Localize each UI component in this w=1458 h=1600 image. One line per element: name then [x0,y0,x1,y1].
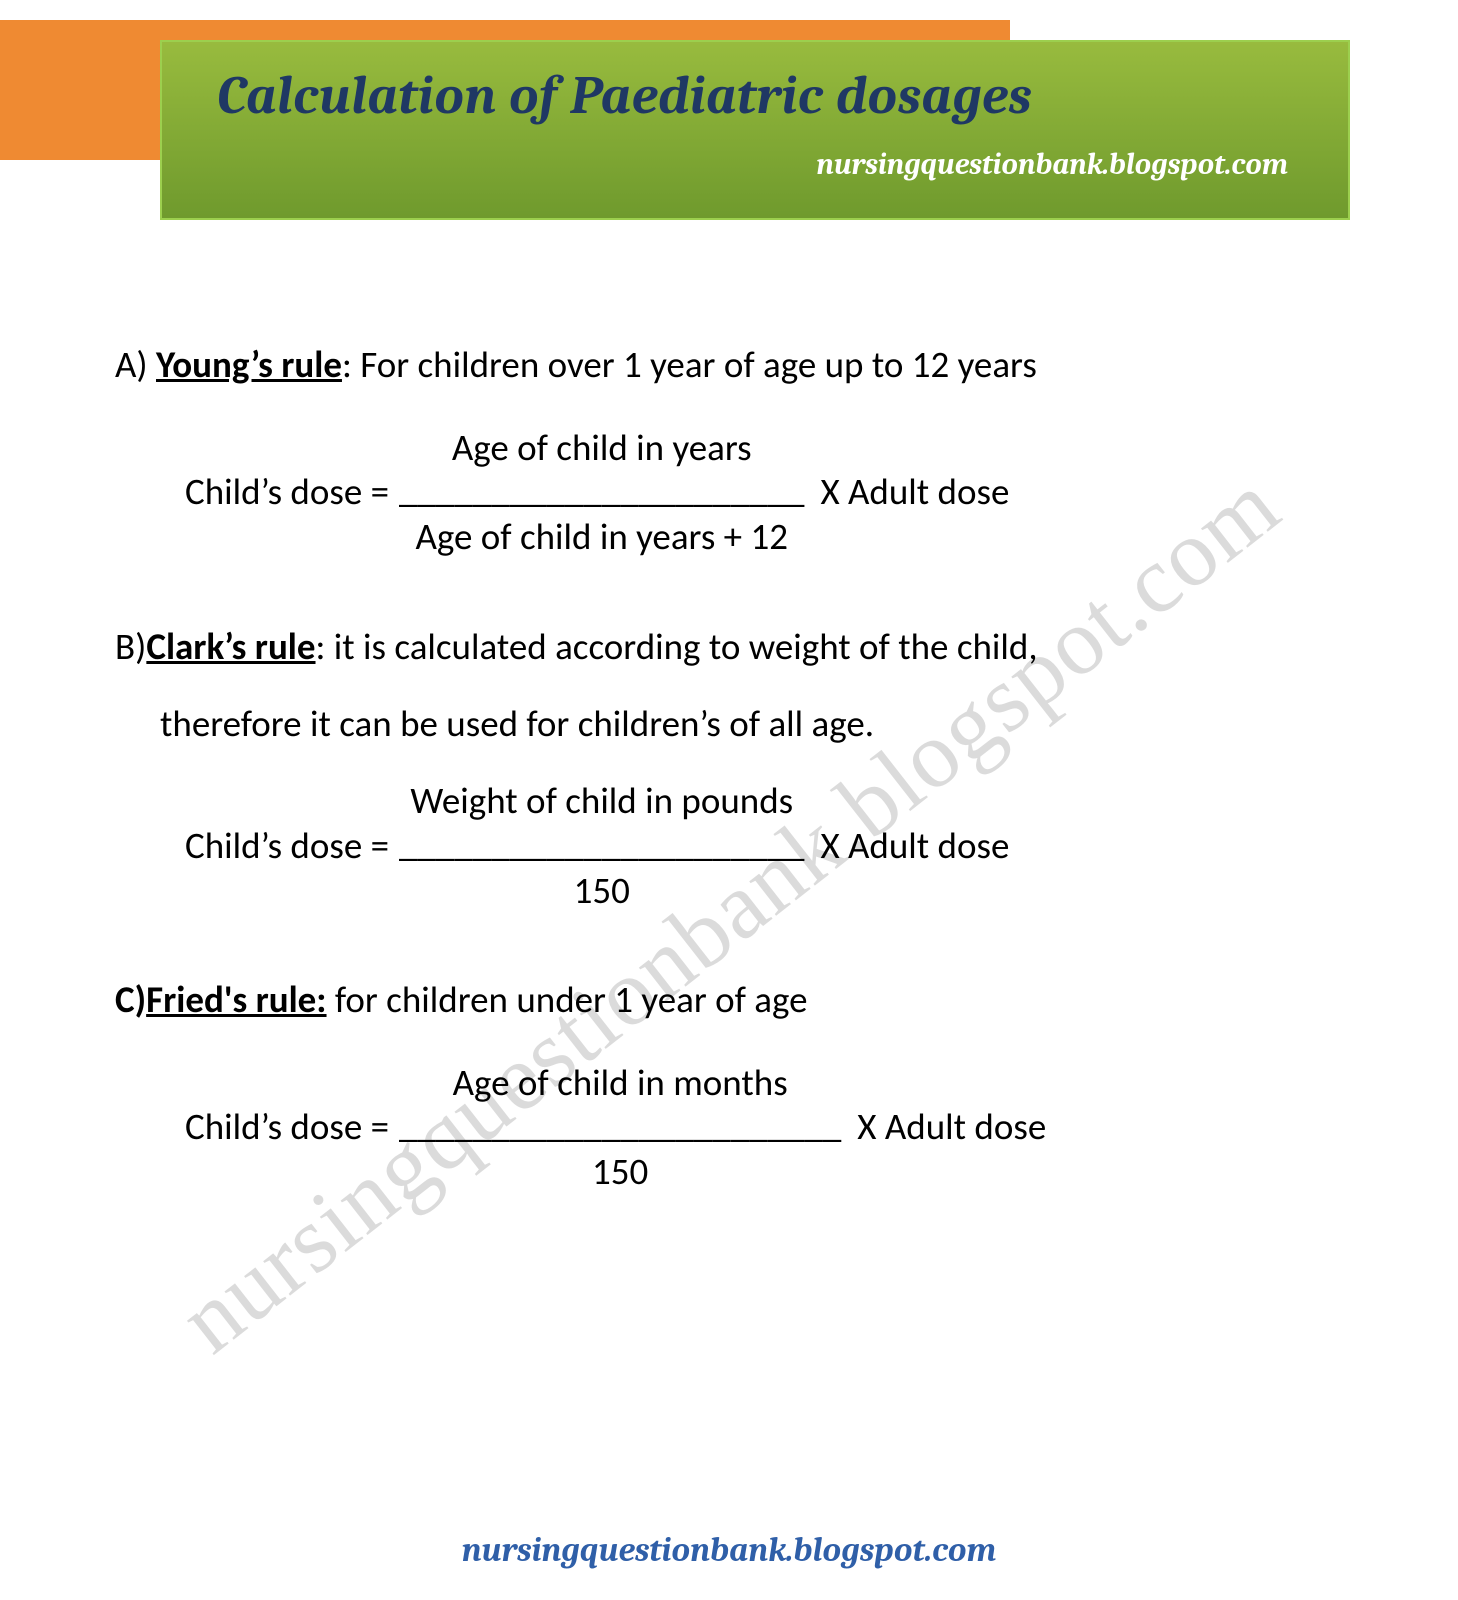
rule-b-formula-rhs: X Adult dose [820,821,1009,871]
rule-a-name: Young’s rule [156,342,342,387]
page: Calculation of Paediatric dosages nursin… [0,0,1458,1600]
rule-a-letter: A) [115,342,156,387]
rule-a-block: A) Young’s rule: For children over 1 yea… [115,340,1325,567]
rule-c-name: Fried's rule: [146,977,326,1022]
rule-b-fraction: Weight of child in pounds ______________… [399,771,804,920]
header-panel: Calculation of Paediatric dosages nursin… [160,40,1350,220]
rule-b-fraction-line: ______________________ [399,833,804,855]
rule-b-name: Clark’s rule [146,624,315,669]
rule-c-desc: for children under 1 year of age [327,977,808,1022]
content-area: A) Young’s rule: For children over 1 yea… [115,340,1325,1256]
rule-a-fraction-line: ______________________ [399,479,804,501]
rule-b-desc: : it is calculated according to weight o… [316,624,1038,669]
rule-c-formula: Child’s dose = Age of child in months __… [115,1053,1325,1202]
page-title: Calculation of Paediatric dosages [217,64,1308,127]
rule-a-formula: Child’s dose = Age of child in years ___… [115,418,1325,567]
rule-a-heading: A) Young’s rule: For children over 1 yea… [115,340,1325,390]
rule-c-formula-lhs: Child’s dose = [185,1102,389,1152]
rule-a-formula-lhs: Child’s dose = [185,467,389,517]
rule-b-denominator: 150 [574,855,630,920]
rule-c-fraction-line: ________________________ [399,1114,841,1136]
rule-a-fraction: Age of child in years __________________… [399,418,804,567]
header-subtitle: nursingquestionbank.blogspot.com [217,147,1308,182]
rule-c-letter: C) [115,977,146,1022]
rule-b-heading: B)Clark’s rule: it is calculated accordi… [115,622,1325,672]
rule-b-formula-lhs: Child’s dose = [185,821,389,871]
rule-a-formula-rhs: X Adult dose [820,467,1009,517]
rule-a-desc: : For children over 1 year of age up to … [342,342,1037,387]
rule-b-letter: B) [115,624,146,669]
rule-c-block: C)Fried's rule: for children under 1 yea… [115,975,1325,1202]
rule-b-desc-cont: therefore it can be used for children’s … [115,699,1325,749]
rule-b-block: B)Clark’s rule: it is calculated accordi… [115,622,1325,920]
rule-a-denominator: Age of child in years + 12 [416,501,788,566]
footer-link: nursingquestionbank.blogspot.com [0,1530,1458,1570]
rule-c-denominator: 150 [592,1136,648,1201]
rule-b-formula: Child’s dose = Weight of child in pounds… [115,771,1325,920]
rule-c-heading: C)Fried's rule: for children under 1 yea… [115,975,1325,1025]
rule-c-formula-rhs: X Adult dose [857,1102,1046,1152]
rule-c-fraction: Age of child in months _________________… [399,1053,841,1202]
